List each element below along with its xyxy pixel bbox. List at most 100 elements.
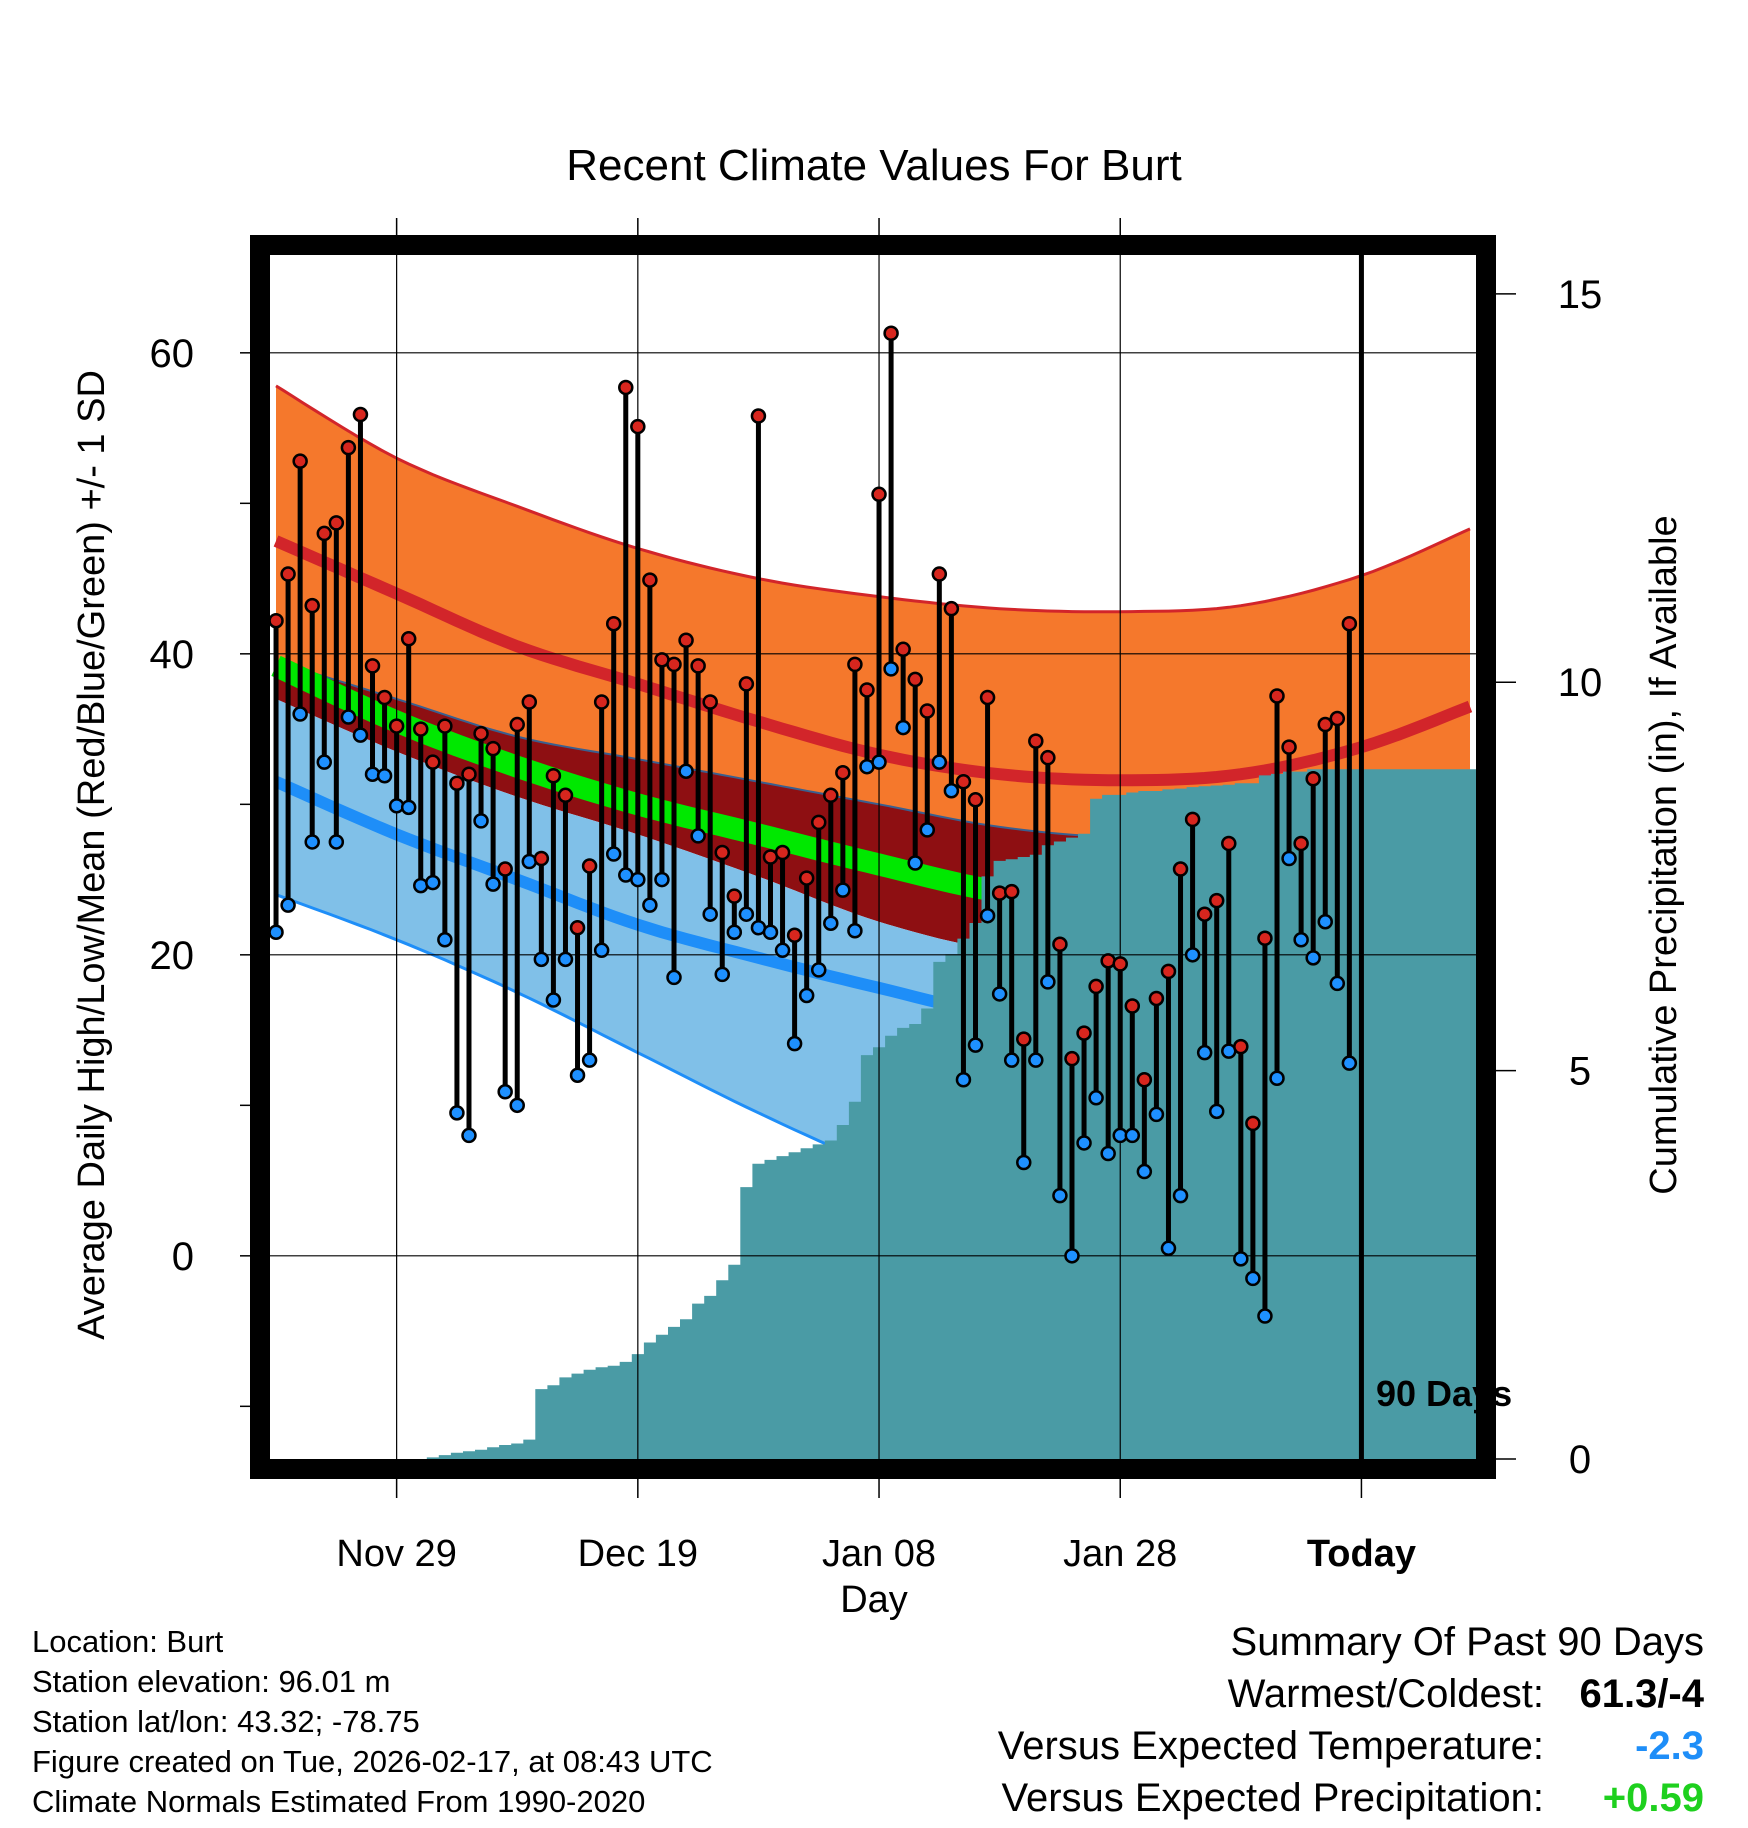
daily-high-point [702,694,718,710]
x-tick-label: Jan 08 [822,1533,936,1575]
daily-low-point [1317,913,1333,930]
daily-low-point [425,874,441,891]
daily-low-point [690,828,706,844]
daily-low-point [1124,1127,1141,1144]
daily-low-point [979,907,996,924]
precip-area-fill [270,769,1476,1459]
daily-low-point [847,922,863,939]
daily-high-point [1317,716,1333,733]
daily-high-point [859,682,875,698]
summary-precip-row: Versus Expected Precipitation: +0.59 [998,1772,1704,1824]
daily-high-point [328,515,345,531]
daily-low-point [1040,974,1056,990]
daily-high-point [931,566,948,582]
daily-high-point [509,716,525,733]
daily-high-point [1172,861,1189,877]
daily-high-point [593,694,610,710]
daily-high-point [1160,963,1177,980]
temp-value: -2.3 [1635,1724,1704,1768]
daily-low-point [1329,975,1346,992]
daily-high-point [835,764,851,781]
daily-low-point [280,897,296,913]
daily-low-point [702,906,718,922]
daily-high-point [1088,978,1104,995]
daily-high-point [1076,1025,1092,1041]
daily-low-point [316,754,333,770]
daily-high-point [943,600,960,617]
daily-range-stems [273,333,1352,1317]
daily-high-point [521,694,538,710]
daily-low-point [871,754,887,770]
daily-high-point [1293,835,1309,852]
daily-high-point [979,689,996,706]
daily-low-point [593,942,610,959]
daily-low-point [1184,947,1201,963]
precip-value: +0.59 [1602,1776,1704,1820]
daily-high-point [533,850,550,867]
daily-low-point [1269,1070,1285,1086]
daily-high-point [919,703,936,719]
daily-low-point [1341,1055,1358,1071]
daily-high-point [1003,883,1020,900]
daily-low-point [533,951,550,968]
daily-low-point [1003,1052,1020,1068]
summary-temp-row: Versus Expected Temperature: -2.3 [998,1720,1704,1772]
daily-high-point [340,439,357,456]
daily-low-point [654,871,670,888]
x-axis-label: Day [840,1579,908,1620]
daily-low-point [810,962,827,978]
daily-low-point [509,1097,525,1114]
x-tick-label: Nov 29 [336,1533,456,1575]
daily-high-point [895,641,911,658]
daily-high-point [581,858,598,874]
daily-low-point [569,1067,586,1083]
daily-high-point [642,572,658,588]
x-tick-label: Today [1307,1533,1416,1575]
daily-low-point [352,727,369,743]
daily-low-point [376,767,393,784]
y2-tick-label: 15 [1558,273,1603,317]
daily-low-point [967,1037,984,1053]
daily-low-point [931,754,948,770]
daily-high-point [1052,936,1068,953]
daily-high-point [823,787,839,804]
daily-high-point [1064,1050,1080,1067]
daily-low-point [473,813,489,829]
daily-points [268,325,1358,1324]
temp-label: Versus Expected Temperature: [997,1724,1544,1768]
daily-high-point [1124,998,1141,1014]
daily-high-point [364,658,381,674]
daily-low-point [1052,1187,1068,1204]
axes: Nov 29 Dec 19 Jan 08 Jan 28 Today 0 20 40 60 0 5 10… [150,218,1603,1575]
daily-low-point [1305,950,1321,966]
y-tick-label: 40 [150,633,195,677]
daily-high-point [304,597,320,614]
daily-high-point [400,631,417,647]
daily-low-point [268,924,284,940]
warmest-label: Warmest/Coldest: [1227,1672,1544,1716]
y-tick-label: 0 [172,1235,194,1279]
daily-high-point [678,632,694,649]
summary-title: Summary Of Past 90 Days [1230,1620,1704,1664]
precipitation-area [270,769,1476,1459]
daily-high-point [630,418,646,435]
daily-low-point [1257,1308,1273,1324]
daily-high-point [1221,835,1237,852]
daily-low-point [485,876,501,892]
daily-high-point [268,612,284,629]
daily-low-point [943,783,960,799]
daily-high-point [1257,930,1273,947]
daily-high-point [1208,892,1225,909]
daily-low-point [1293,932,1309,948]
daily-low-point [340,709,357,725]
plot-frame [250,235,1496,1479]
y2-tick-label: 0 [1569,1438,1591,1482]
high-sd-band [276,385,1470,838]
daily-high-point [352,406,369,423]
daily-low-point [666,969,682,986]
daily-high-point [425,754,441,770]
daily-low-point [581,1052,598,1068]
daily-low-point [726,924,743,940]
daily-low-point [1136,1163,1153,1180]
daily-low-point [895,719,911,736]
